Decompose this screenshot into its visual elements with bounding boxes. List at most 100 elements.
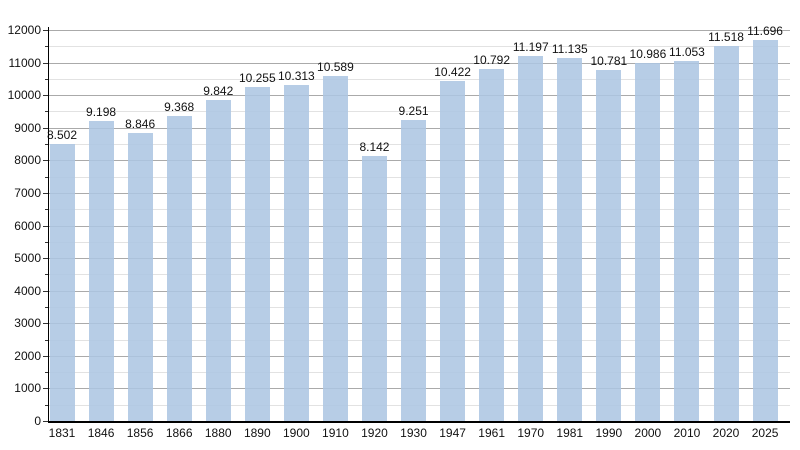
x-axis-tick-label: 1970: [517, 426, 545, 440]
x-axis-tick-label: 1880: [204, 426, 232, 440]
bar-value-label: 9.198: [86, 105, 117, 120]
bar-value-label: 11.518: [708, 29, 744, 44]
grid-line-major: [49, 30, 790, 31]
x-axis-tick-label: 1831: [48, 426, 76, 440]
y-axis-major-tick: [43, 355, 48, 357]
x-axis-tick-label: 1890: [243, 426, 271, 440]
y-axis-major-tick: [43, 421, 48, 422]
y-axis-major-tick: [43, 290, 48, 292]
bar-value-label: 9.368: [164, 99, 195, 114]
bar: [440, 81, 466, 421]
y-axis-minor-tick: [45, 176, 48, 178]
y-axis-tick-label: 7000: [14, 185, 41, 200]
bar-value-label: 11.197: [512, 40, 549, 55]
y-axis-tick-label: 8000: [14, 153, 41, 168]
x-axis-tick-label: 1856: [126, 426, 154, 440]
x-axis-tick-label: 1900: [283, 426, 310, 440]
bar: [88, 121, 114, 421]
bar: [713, 45, 739, 421]
bar: [49, 143, 75, 421]
bar-value-label: 10.589: [317, 59, 354, 74]
bar-value-label: 8.142: [359, 139, 390, 154]
y-axis-major-tick: [43, 388, 48, 390]
bar-value-label: 9.251: [398, 103, 429, 118]
y-axis-tick-label: 11000: [8, 55, 41, 70]
bar-value-label: 11.696: [747, 23, 783, 38]
x-axis-tick-label: 2000: [634, 426, 662, 440]
bar: [283, 84, 309, 421]
x-axis-tick-label: 1947: [439, 426, 466, 440]
y-axis-major-tick: [43, 62, 48, 64]
grid-line-minor: [49, 78, 790, 80]
bar-value-label: 9.842: [203, 84, 234, 99]
y-axis-minor-tick: [45, 274, 48, 276]
y-axis-major-tick: [43, 95, 48, 97]
y-axis-major-tick: [43, 30, 48, 31]
grid-line-minor: [49, 46, 790, 48]
bar: [244, 86, 270, 421]
y-axis-major-tick: [43, 127, 48, 129]
y-axis-tick-label: 12000: [7, 23, 41, 37]
x-axis-tick-label: 2025: [751, 426, 779, 440]
bar: [401, 119, 427, 421]
bar: [674, 60, 700, 421]
y-axis-minor-tick: [45, 372, 48, 374]
y-axis-line: [48, 27, 49, 422]
x-axis-tick-label: 2010: [673, 426, 701, 440]
bar: [596, 69, 622, 421]
bar-value-label: 8.502: [46, 127, 78, 142]
x-axis-tick-label: 1930: [400, 426, 427, 440]
y-axis-major-tick: [43, 160, 48, 162]
bar: [635, 63, 661, 421]
x-axis-tick-label: 1961: [478, 426, 506, 440]
bar-value-label: 11.053: [669, 44, 705, 59]
bar-value-label: 10.255: [238, 70, 276, 85]
x-axis-tick-label: 1981: [556, 426, 584, 440]
y-axis-tick-label: 9000: [14, 120, 41, 135]
bar: [361, 155, 387, 421]
x-axis-tick-label: 1990: [595, 426, 623, 440]
y-axis-minor-tick: [45, 78, 48, 80]
y-axis-minor-tick: [45, 111, 48, 113]
y-axis-tick-label: 10000: [7, 88, 41, 103]
bar-value-label: 10.986: [629, 47, 667, 62]
bar-value-label: 11.135: [551, 42, 588, 57]
grid-line-major: [49, 95, 790, 97]
x-axis-tick-label: 1910: [322, 426, 349, 440]
x-axis-tick-label: 1846: [87, 426, 115, 440]
x-axis-tick-label: 2020: [712, 426, 740, 440]
y-axis-minor-tick: [45, 144, 48, 146]
y-axis-minor-tick: [45, 339, 48, 341]
y-axis-major-tick: [43, 225, 48, 227]
bar: [518, 56, 544, 421]
y-axis-tick-label: 2000: [14, 348, 41, 363]
y-axis-minor-tick: [45, 306, 48, 308]
bar: [205, 100, 231, 421]
y-axis-major-tick: [43, 258, 48, 260]
grid-line-major: [49, 62, 790, 64]
y-axis-minor-tick: [45, 209, 48, 211]
y-axis-major-tick: [43, 323, 48, 325]
y-axis-tick-label: 0: [34, 414, 41, 428]
bar: [322, 75, 348, 421]
bar: [479, 69, 505, 421]
x-axis-line: [48, 421, 790, 423]
y-axis-minor-tick: [45, 241, 48, 243]
y-axis-major-tick: [43, 192, 48, 194]
y-axis-tick-label: 1000: [14, 381, 41, 396]
bar: [166, 115, 192, 421]
x-axis-tick-label: 1866: [165, 426, 193, 440]
bar-value-label: 10.792: [473, 53, 511, 68]
bar-value-label: 10.781: [590, 53, 628, 68]
y-axis-tick-label: 3000: [14, 316, 41, 331]
x-axis-tick-label: 1920: [361, 426, 388, 440]
y-axis-tick-label: 4000: [14, 283, 41, 298]
y-axis-tick-label: 6000: [14, 218, 41, 233]
bar: [127, 132, 153, 421]
y-axis-minor-tick: [45, 46, 48, 48]
bar-value-label: 10.313: [278, 68, 315, 83]
grid-line-minor: [49, 111, 790, 113]
bar-value-label: 10.422: [434, 65, 471, 80]
bar-value-label: 8.846: [125, 116, 156, 131]
